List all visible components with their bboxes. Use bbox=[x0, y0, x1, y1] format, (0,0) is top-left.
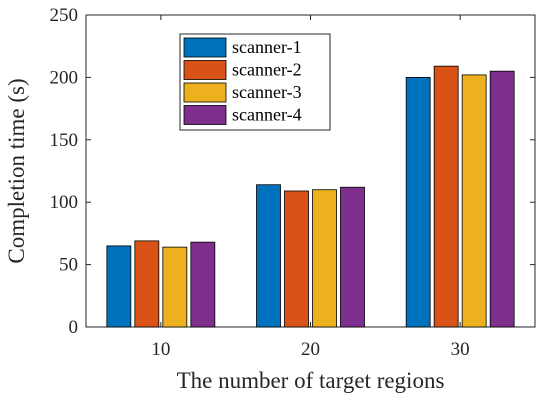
legend-swatch-scanner-1 bbox=[183, 37, 227, 58]
x-axis-label: The number of target regions bbox=[177, 368, 445, 393]
x-tick-label: 10 bbox=[151, 339, 170, 360]
legend-label-scanner-3: scanner-3 bbox=[232, 82, 302, 102]
bar-scanner-3-30 bbox=[461, 74, 487, 328]
x-tick-label: 30 bbox=[451, 339, 470, 360]
bar-scanner-4-10 bbox=[190, 241, 216, 328]
y-axis-label: Completion time (s) bbox=[4, 78, 29, 263]
legend-label-scanner-2: scanner-2 bbox=[232, 60, 302, 80]
legend-swatch-scanner-4 bbox=[183, 105, 227, 125]
x-tick-label: 20 bbox=[301, 339, 320, 360]
bar-scanner-2-20 bbox=[284, 190, 309, 328]
y-tick-label: 200 bbox=[50, 67, 79, 88]
y-tick-label: 100 bbox=[50, 192, 79, 213]
y-tick-label: 0 bbox=[69, 317, 79, 338]
legend-label-scanner-1: scanner-1 bbox=[232, 37, 302, 57]
bar-scanner-3-10 bbox=[162, 246, 188, 328]
bar-scanner-1-30 bbox=[405, 77, 431, 328]
bars bbox=[106, 65, 515, 328]
bar-scanner-3-20 bbox=[312, 189, 337, 328]
y-tick-label: 250 bbox=[50, 5, 79, 26]
bar-scanner-2-30 bbox=[433, 65, 459, 328]
bar-scanner-4-20 bbox=[340, 186, 365, 328]
bar-scanner-4-30 bbox=[489, 70, 515, 328]
y-tick-label: 50 bbox=[59, 255, 78, 276]
legend-swatch-scanner-2 bbox=[183, 60, 227, 80]
y-tick-label: 150 bbox=[50, 130, 79, 151]
legend-swatch-scanner-3 bbox=[183, 82, 227, 103]
bar-scanner-2-10 bbox=[134, 240, 160, 328]
x-axis-ticks: 10 20 30 bbox=[151, 15, 470, 360]
bar-scanner-1-10 bbox=[106, 245, 132, 328]
legend-label-scanner-4: scanner-4 bbox=[232, 105, 302, 125]
bar-scanner-1-20 bbox=[256, 184, 281, 328]
y-axis-ticks: 0 50 100 150 200 250 bbox=[50, 5, 535, 338]
